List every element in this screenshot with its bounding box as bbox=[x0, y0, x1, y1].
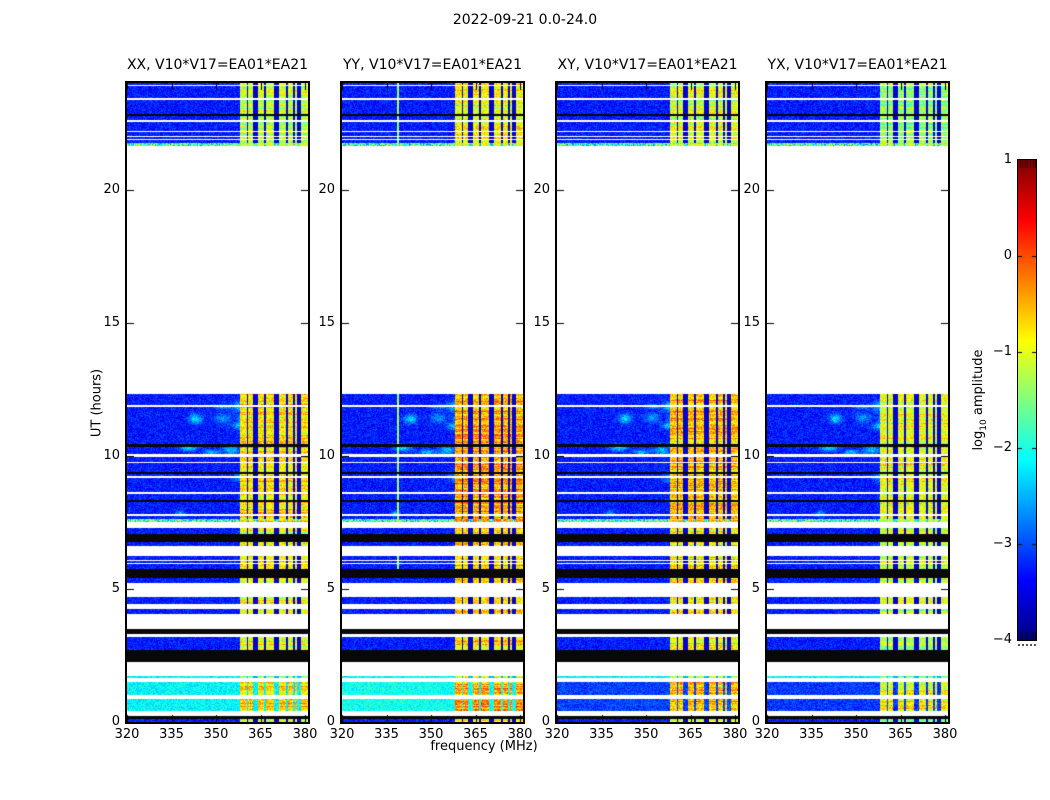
colorbar-canvas bbox=[1018, 160, 1036, 640]
spectrogram-canvas-yx bbox=[767, 83, 948, 722]
y-tick-label: 10 bbox=[318, 447, 335, 463]
panel-title-xy: XY, V10*V17=EA01*EA21 bbox=[557, 57, 738, 73]
y-tick-label: 5 bbox=[541, 580, 550, 596]
y-tick-label: 5 bbox=[111, 580, 120, 596]
y-tick-label: 0 bbox=[751, 714, 760, 729]
x-tick-label: 365 bbox=[248, 727, 273, 742]
panel-title-yx: YX, V10*V17=EA01*EA21 bbox=[767, 57, 948, 73]
y-tick-label: 0 bbox=[111, 714, 120, 729]
spectrogram-canvas-yy bbox=[342, 83, 523, 722]
y-tick-label: 15 bbox=[533, 314, 550, 330]
x-tick-label: 335 bbox=[159, 727, 184, 742]
y-tick-label: 5 bbox=[326, 580, 335, 596]
colorbar-tick-label: −1 bbox=[992, 344, 1012, 359]
x-tick-label: 335 bbox=[374, 727, 399, 742]
x-axis-label: frequency (MHz) bbox=[430, 739, 538, 754]
y-tick-label: 10 bbox=[743, 447, 760, 463]
y-tick-label: 5 bbox=[751, 580, 760, 596]
y-tick-label: 0 bbox=[541, 714, 550, 729]
colorbar-tick-label: −3 bbox=[992, 536, 1012, 551]
x-tick-label: 380 bbox=[722, 727, 748, 742]
colorbar-tick-label: 0 bbox=[1003, 248, 1012, 263]
x-tick-label: 380 bbox=[932, 727, 958, 742]
colorbar-minor-dots bbox=[1018, 644, 1036, 646]
colorbar-tick-label: −2 bbox=[992, 440, 1012, 455]
spectrogram-panel-xx: XX, V10*V17=EA01*EA21 bbox=[125, 57, 310, 724]
y-tick-label: 20 bbox=[743, 181, 760, 197]
panel-title-yy: YY, V10*V17=EA01*EA21 bbox=[343, 57, 522, 73]
panel-title-xx: XX, V10*V17=EA01*EA21 bbox=[126, 57, 309, 73]
x-tick-label: 365 bbox=[463, 727, 488, 742]
y-tick-label: 10 bbox=[103, 447, 120, 463]
y-tick-label: 20 bbox=[103, 181, 120, 197]
colorbar bbox=[1017, 159, 1037, 641]
y-tick-label: 20 bbox=[318, 181, 335, 197]
x-tick-label: 380 bbox=[507, 727, 533, 742]
y-tick-label: 15 bbox=[103, 314, 120, 330]
x-tick-label: 350 bbox=[633, 727, 659, 742]
spectrogram-canvas-xx bbox=[127, 83, 308, 722]
y-tick-label: 20 bbox=[533, 181, 550, 197]
x-tick-label: 365 bbox=[888, 727, 913, 742]
x-tick-label: 380 bbox=[292, 727, 318, 742]
x-tick-label: 350 bbox=[203, 727, 229, 742]
x-tick-label: 320 bbox=[329, 727, 355, 742]
spectrogram-panel-yx: YX, V10*V17=EA01*EA21 bbox=[765, 57, 950, 724]
x-tick-label: 320 bbox=[114, 727, 140, 742]
y-tick-label: 0 bbox=[326, 714, 335, 729]
x-tick-label: 350 bbox=[843, 727, 869, 742]
y-tick-label: 10 bbox=[533, 447, 550, 463]
x-tick-label: 335 bbox=[589, 727, 614, 742]
colorbar-tick-label: −4 bbox=[992, 632, 1012, 647]
y-axis-label: UT (hours) bbox=[89, 368, 105, 438]
spectrogram-canvas-xy bbox=[557, 83, 738, 722]
y-tick-label: 15 bbox=[743, 314, 760, 330]
spectrogram-panel-xy: XY, V10*V17=EA01*EA21 bbox=[555, 57, 740, 724]
spectrogram-panel-yy: YY, V10*V17=EA01*EA21 bbox=[340, 57, 525, 724]
y-tick-label: 15 bbox=[318, 314, 335, 330]
x-tick-label: 320 bbox=[754, 727, 780, 742]
colorbar-label-sub: 10 bbox=[978, 419, 989, 431]
x-tick-label: 320 bbox=[544, 727, 570, 742]
colorbar-tick-label: 1 bbox=[1003, 152, 1012, 167]
x-tick-label: 335 bbox=[799, 727, 824, 742]
figure-title: 2022-09-21 0.0-24.0 bbox=[452, 12, 598, 28]
x-tick-label: 350 bbox=[418, 727, 444, 742]
x-tick-label: 365 bbox=[678, 727, 703, 742]
colorbar-label: log10 amplitude bbox=[971, 349, 989, 450]
